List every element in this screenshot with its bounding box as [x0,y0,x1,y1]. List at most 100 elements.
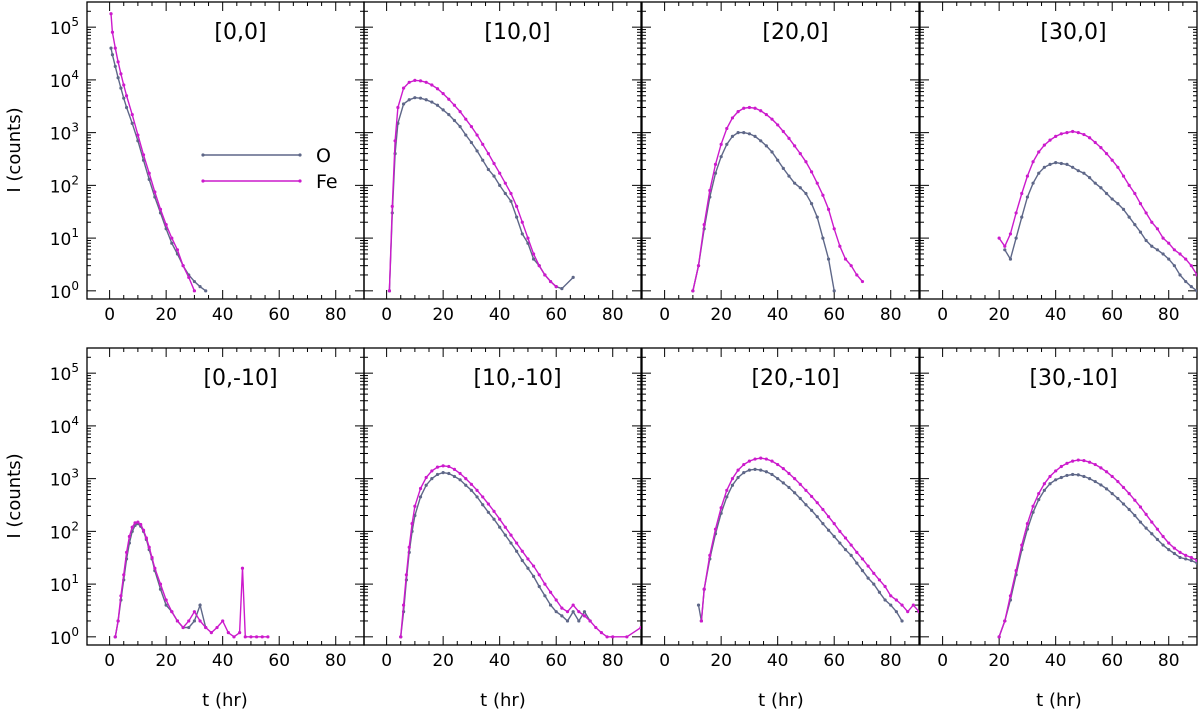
data-point-fe [1076,458,1080,462]
data-point-o [1042,165,1046,169]
data-point-fe [413,504,417,508]
panel: 0 20 40 60 80 [30,0] [919,1,1198,325]
data-point-fe [393,139,397,143]
data-point-o [458,125,462,129]
data-point-fe [136,133,140,137]
data-point-fe [736,468,740,472]
data-point-fe [855,550,859,554]
data-point-o [1014,236,1018,240]
data-point-o [560,287,564,291]
data-point-fe [702,223,706,227]
data-point-fe [240,566,245,570]
data-point-fe [399,635,403,639]
legend-marker [298,179,302,183]
data-point-o [447,471,451,476]
data-point-fe [894,598,898,602]
data-point-o [1184,557,1188,561]
data-point-fe [1059,132,1063,136]
data-point-fe [1184,553,1188,558]
data-point-o [441,471,445,475]
series-line-fe [388,79,557,291]
x-tick-label: 40 [212,651,234,671]
data-point-fe [776,462,780,467]
data-point-fe [1014,211,1018,215]
data-point-o [877,590,882,594]
data-point-fe [1138,505,1143,509]
data-point-o [764,470,768,474]
data-point-fe [764,112,768,117]
data-point-fe [1189,555,1193,560]
panel: 0 20 40 60 80 [30,-10] [919,347,1198,671]
data-point-fe [815,501,819,505]
data-point-fe [900,603,904,607]
data-point-fe [109,12,113,16]
data-point-o [1042,488,1046,492]
data-point-o [1048,482,1052,486]
data-point-o [1104,191,1109,196]
data-point-o [164,603,168,607]
data-point-o [1144,238,1148,243]
data-point-fe [401,603,406,607]
data-point-o [1161,543,1165,547]
data-point-o [1195,289,1197,293]
data-point-o [435,472,440,477]
data-point-o [742,131,746,135]
panel-title: [30,-10] [1029,366,1117,391]
data-point-fe [1099,146,1103,150]
x-tick-label: 60 [545,305,567,325]
x-tick-label: 0 [937,305,948,325]
x-axis-title-col2: t (hr) [480,690,526,711]
data-point-o [753,467,757,471]
data-point-o [1161,252,1165,256]
data-point-o [481,503,485,507]
data-point-fe [798,152,802,156]
data-point-fe [486,152,490,156]
data-point-o [198,603,202,607]
data-point-fe [124,94,129,98]
data-point-fe [582,614,587,618]
data-point-fe [906,610,910,614]
data-point-o [1031,510,1035,514]
data-point-o [809,508,814,512]
data-point-o [770,150,774,154]
data-point-fe [1167,541,1171,545]
data-point-fe [1025,522,1030,526]
data-point-fe [492,509,496,513]
data-point-fe [1037,150,1041,154]
data-point-fe [116,60,120,64]
data-point-o [1037,498,1041,502]
x-tick-label: 20 [988,305,1010,325]
data-point-fe [826,515,831,519]
data-point-fe [860,557,865,561]
data-point-o [424,483,428,487]
data-point-fe [407,545,411,549]
data-point-fe [515,541,519,545]
series-line-fe [110,13,196,292]
data-point-o [787,174,791,178]
data-point-o [430,100,434,104]
x-tick-label: 0 [659,651,670,671]
data-point-o [1178,273,1182,277]
data-point-fe [639,625,641,630]
data-point-fe [509,191,513,196]
x-tick-label: 60 [268,305,290,325]
x-tick-label: 80 [1158,651,1180,671]
data-point-fe [158,207,163,212]
data-point-o [798,496,802,501]
data-point-o [110,53,115,57]
data-point-fe [1116,479,1120,484]
x-axis-title-col4: t (hr) [1036,690,1082,711]
data-point-fe [520,549,524,553]
data-point-fe [1116,165,1120,169]
data-point-fe [192,289,197,293]
y-tick-label: 100 [50,279,79,303]
data-point-fe [713,162,718,166]
data-point-fe [713,527,718,531]
series-group [691,105,865,293]
data-point-fe [492,161,496,166]
series-line-o [998,473,1197,638]
data-point-fe [787,136,791,140]
legend-label-fe: Fe [316,171,338,193]
data-point-fe [753,106,757,110]
data-point-o [1071,472,1075,477]
